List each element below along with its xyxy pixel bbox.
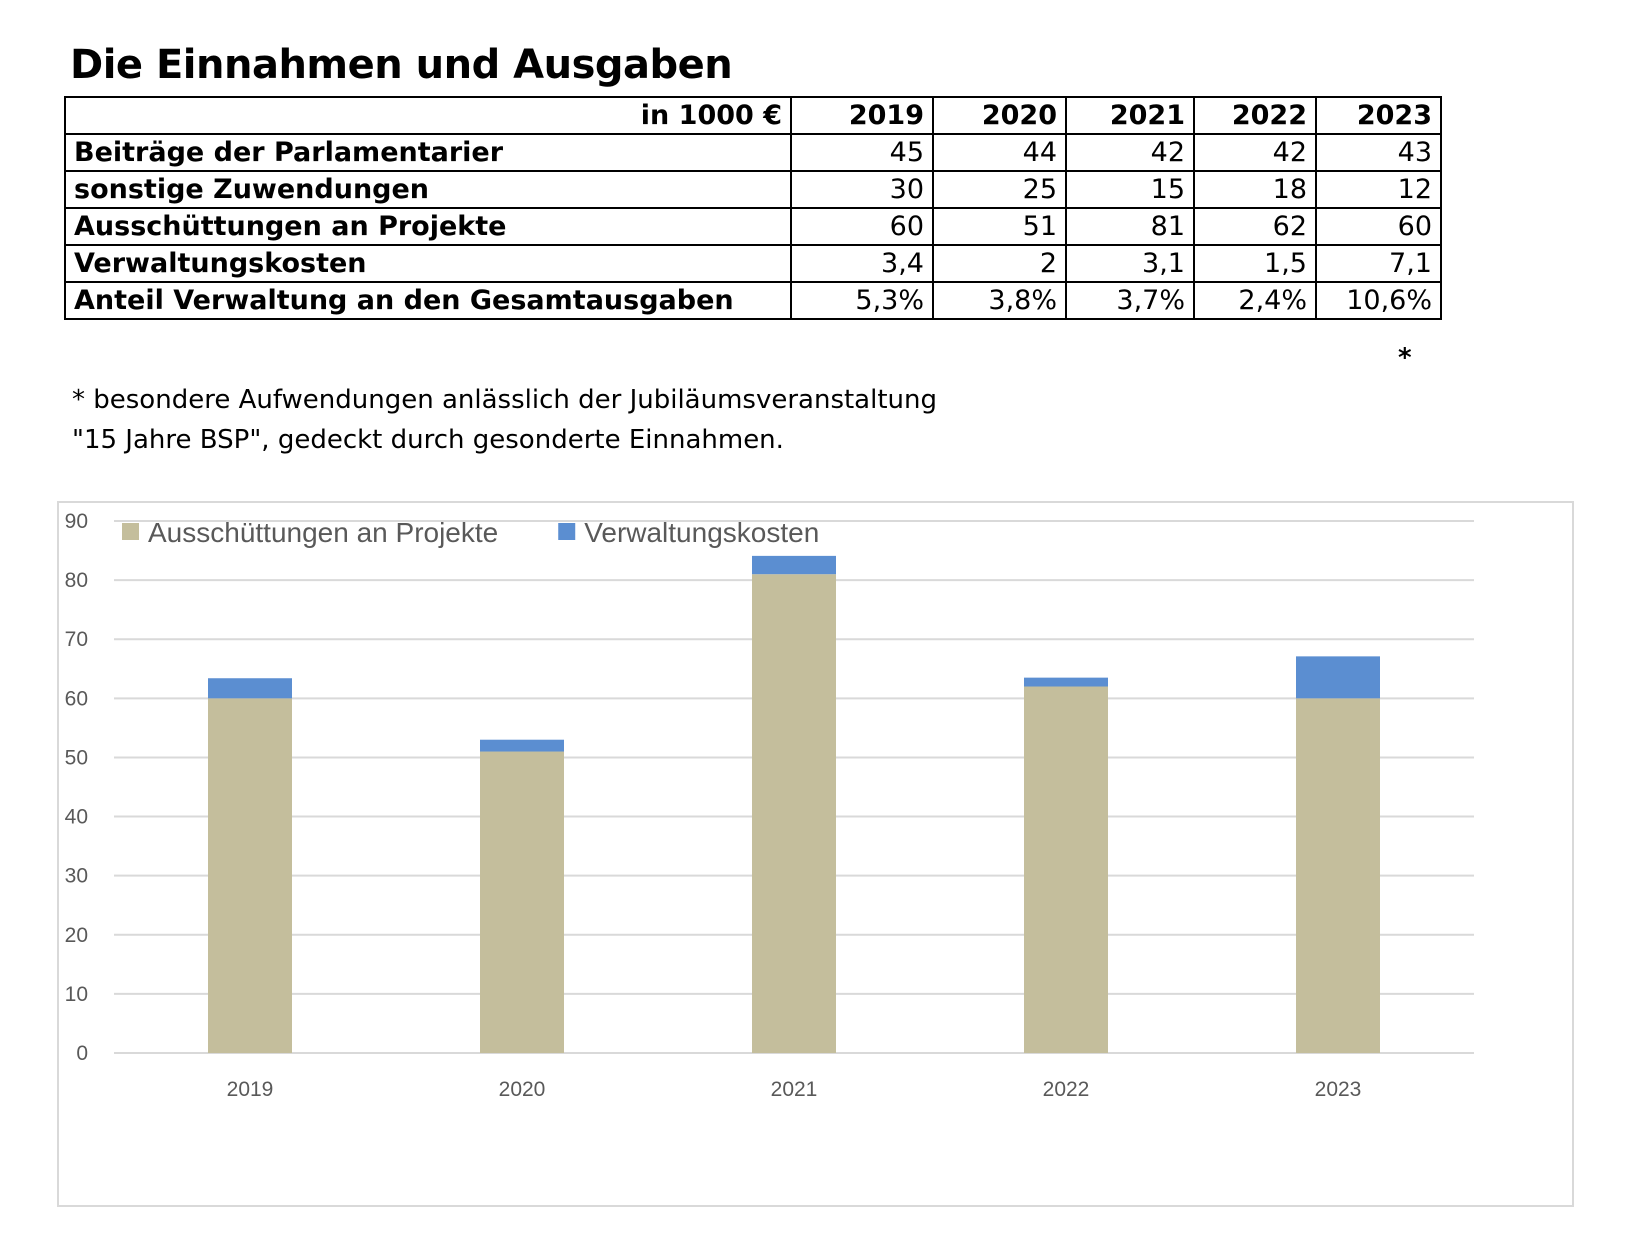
footnote-line: * besondere Aufwendungen anlässlich der … bbox=[72, 385, 937, 415]
footnote-marker: * bbox=[1398, 343, 1412, 373]
bar-verwaltung bbox=[480, 739, 564, 752]
y-tick-label: 70 bbox=[65, 628, 88, 651]
table-cell: 3,4 bbox=[790, 244, 934, 283]
row-label: Ausschüttungen an Projekte bbox=[64, 207, 792, 246]
row-label: Verwaltungskosten bbox=[64, 244, 792, 283]
table-cell: 3,7% bbox=[1065, 281, 1195, 320]
table-cell: 81 bbox=[1065, 207, 1195, 246]
footnote-line: "15 Jahre BSP", gedeckt durch gesonderte… bbox=[72, 425, 784, 455]
y-tick-label: 40 bbox=[65, 806, 88, 829]
table-cell: 45 bbox=[790, 133, 934, 172]
table-cell: 10,6% bbox=[1315, 281, 1442, 320]
table-header-row: in 1000 € 2019 2020 2021 2022 2023 bbox=[64, 96, 1442, 135]
year-header: 2021 bbox=[1065, 96, 1195, 135]
bar-projekte bbox=[1296, 698, 1380, 1053]
table-cell: 3,8% bbox=[932, 281, 1067, 320]
table-cell: 51 bbox=[932, 207, 1067, 246]
legend-swatch bbox=[558, 523, 576, 540]
table-cell: 7,1 bbox=[1315, 244, 1442, 283]
table-cell: 2,4% bbox=[1193, 281, 1317, 320]
table-row: Beiträge der Parlamentarier 45 44 42 42 … bbox=[64, 133, 1442, 172]
table-cell: 1,5 bbox=[1193, 244, 1317, 283]
legend-label: Verwaltungskosten bbox=[584, 517, 819, 548]
bar-projekte bbox=[208, 698, 292, 1053]
stacked-bar-chart: 0 10 20 30 40 50 60 70 80 90 2019 2020 2021 2022 2023 A… bbox=[65, 510, 1474, 1101]
row-label: Anteil Verwaltung an den Gesamtausgaben bbox=[64, 281, 792, 320]
bar-projekte bbox=[752, 574, 836, 1053]
table-cell: 15 bbox=[1065, 170, 1195, 209]
table-cell: 42 bbox=[1193, 133, 1317, 172]
x-tick-label: 2022 bbox=[1043, 1078, 1090, 1101]
table-cell: 43 bbox=[1315, 133, 1442, 172]
y-tick-label: 50 bbox=[65, 746, 88, 769]
table-cell: 30 bbox=[790, 170, 934, 209]
table-cell: 42 bbox=[1065, 133, 1195, 172]
bar-verwaltung bbox=[1024, 677, 1108, 687]
y-tick-label: 20 bbox=[65, 924, 88, 947]
table-row: Anteil Verwaltung an den Gesamtausgaben … bbox=[64, 281, 1442, 320]
year-header: 2022 bbox=[1193, 96, 1317, 135]
table-row: sonstige Zuwendungen 30 25 15 18 12 bbox=[64, 170, 1442, 209]
x-tick-label: 2019 bbox=[227, 1078, 274, 1101]
bar-projekte bbox=[480, 751, 564, 1053]
x-tick-label: 2023 bbox=[1315, 1078, 1362, 1101]
chart-area: 0 10 20 30 40 50 60 70 80 90 2019 2020 2021 2022 2023 A… bbox=[57, 501, 1574, 1207]
table-cell: 60 bbox=[1315, 207, 1442, 246]
y-tick-label: 30 bbox=[65, 865, 88, 888]
y-tick-label: 90 bbox=[65, 510, 88, 533]
table-cell: 25 bbox=[932, 170, 1067, 209]
legend-label: Ausschüttungen an Projekte bbox=[148, 517, 498, 548]
row-label: Beiträge der Parlamentarier bbox=[64, 133, 792, 172]
table-cell: 12 bbox=[1315, 170, 1442, 209]
year-header: 2020 bbox=[932, 96, 1067, 135]
table-cell: 5,3% bbox=[790, 281, 934, 320]
y-tick-label: 10 bbox=[65, 983, 88, 1006]
y-tick-label: 80 bbox=[65, 569, 88, 592]
x-tick-label: 2021 bbox=[771, 1078, 818, 1101]
year-header: 2019 bbox=[790, 96, 934, 135]
table-row: Ausschüttungen an Projekte 60 51 81 62 6… bbox=[64, 207, 1442, 246]
bar-verwaltung bbox=[1296, 656, 1380, 699]
table-cell: 44 bbox=[932, 133, 1067, 172]
y-tick-label: 0 bbox=[76, 1042, 88, 1065]
y-tick-label: 60 bbox=[65, 687, 88, 710]
bar-verwaltung bbox=[208, 678, 292, 699]
x-tick-label: 2020 bbox=[499, 1078, 546, 1101]
finance-table: in 1000 € 2019 2020 2021 2022 2023 Beitr… bbox=[64, 96, 1442, 320]
table-cell: 18 bbox=[1193, 170, 1317, 209]
table-cell: 2 bbox=[932, 244, 1067, 283]
row-label: sonstige Zuwendungen bbox=[64, 170, 792, 209]
page-title: Die Einnahmen und Ausgaben bbox=[70, 42, 733, 88]
table-cell: 3,1 bbox=[1065, 244, 1195, 283]
year-header: 2023 bbox=[1315, 96, 1442, 135]
bar-projekte bbox=[1024, 686, 1108, 1053]
legend-swatch bbox=[122, 523, 139, 540]
table-cell: 62 bbox=[1193, 207, 1317, 246]
table-row: Verwaltungskosten 3,4 2 3,1 1,5 7,1 bbox=[64, 244, 1442, 283]
table-cell: 60 bbox=[790, 207, 934, 246]
bar-verwaltung bbox=[752, 555, 836, 575]
unit-header: in 1000 € bbox=[64, 96, 792, 135]
